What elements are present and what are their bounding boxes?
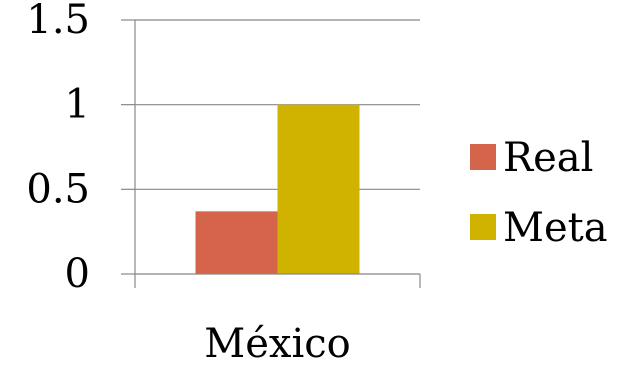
bar-meta	[277, 104, 360, 275]
x-category-labels: México	[204, 321, 350, 367]
y-tick-label: 0	[65, 251, 90, 297]
y-tick-label: 0.5	[26, 166, 90, 212]
x-category-label: México	[204, 321, 350, 366]
legend-label-meta: Meta	[503, 205, 608, 251]
legend-swatch-real	[470, 144, 496, 170]
y-tick-label: 1	[65, 82, 90, 128]
y-tick-labels: 0 0.5 1 1.5	[26, 0, 90, 297]
legend-swatch-meta	[470, 214, 496, 240]
y-tick-label: 1.5	[26, 0, 90, 43]
bar-real	[195, 211, 278, 274]
axes	[134, 20, 421, 288]
bars	[195, 104, 360, 275]
legend: Real Meta	[470, 135, 608, 251]
legend-label-real: Real	[503, 135, 593, 181]
